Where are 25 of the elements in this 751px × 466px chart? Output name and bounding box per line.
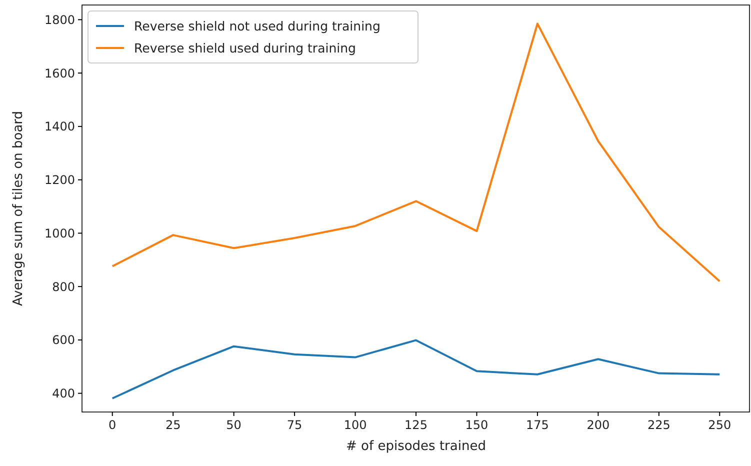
line-series [111,339,721,400]
x-tick-label: 0 [108,418,116,432]
x-tick-label: 25 [165,418,181,432]
x-tick-label: 150 [465,418,488,432]
legend-label: Reverse shield not used during training [134,18,380,34]
x-tick-label: 75 [286,418,302,432]
y-tick-label: 1800 [44,12,75,27]
y-tick-label: 1400 [44,120,75,134]
y-tick-label: 1000 [44,226,75,240]
y-tick-label: 800 [52,280,75,294]
x-tick-label: 225 [647,418,670,432]
x-tick-label: 125 [404,418,428,432]
line-series [111,22,721,282]
y-tick-label: 1200 [44,173,75,188]
x-axis-title: # of episodes trained [346,439,486,454]
y-tick-label: 400 [52,386,75,401]
x-tick-label: 175 [526,418,549,432]
x-tick-label: 250 [708,418,732,432]
y-tick-label: 600 [52,333,75,348]
x-tick-label: 200 [586,418,610,432]
y-axis-title: Average sum of tiles on board [11,110,26,306]
x-tick-label: 100 [344,418,367,432]
legend-label: Reverse shield used during training [134,40,356,56]
x-tick-label: 50 [226,418,242,432]
y-tick-label: 1600 [44,66,75,80]
